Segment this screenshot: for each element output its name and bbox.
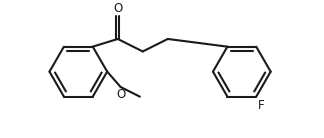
Text: O: O <box>113 2 122 15</box>
Text: O: O <box>116 88 125 101</box>
Text: F: F <box>258 99 265 112</box>
